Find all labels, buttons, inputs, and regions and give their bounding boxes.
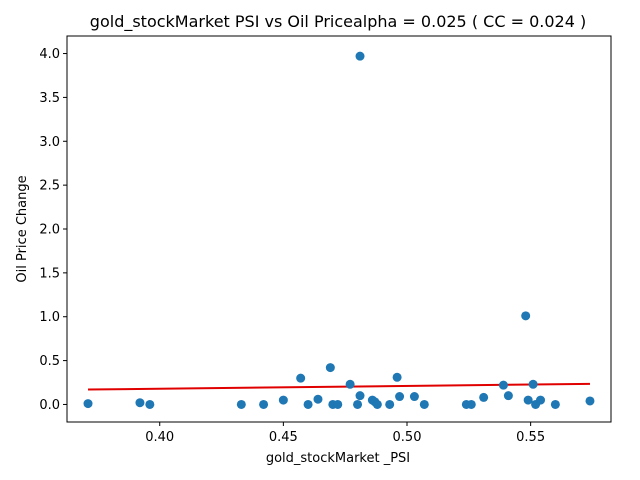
data-point <box>145 399 155 409</box>
chart-title: gold_stockMarket PSI vs Oil Pricealpha =… <box>90 12 586 32</box>
x-tick-label: 0.40 <box>145 430 174 445</box>
y-tick-label: 2.0 <box>39 223 60 238</box>
data-point <box>83 399 93 409</box>
data-point <box>479 392 489 402</box>
data-point <box>333 399 343 409</box>
data-point <box>135 398 145 408</box>
y-tick-label: 4.0 <box>39 47 60 62</box>
data-point <box>550 399 560 409</box>
data-point <box>466 399 476 409</box>
y-tick-label: 2.5 <box>39 179 60 194</box>
data-point <box>536 395 546 405</box>
data-point <box>278 395 288 405</box>
data-point <box>313 394 323 404</box>
data-point <box>355 391 365 401</box>
y-axis-ticks: 0.0 0.5 1.0 1.5 2.0 2.5 3.0 3.5 4.0 <box>39 47 67 413</box>
data-point <box>585 396 595 406</box>
data-points-layer <box>83 51 595 409</box>
data-point <box>528 379 538 389</box>
data-point <box>353 399 363 409</box>
data-point <box>395 392 405 402</box>
data-point <box>409 392 419 402</box>
y-tick-label: 1.5 <box>39 266 60 281</box>
x-tick-label: 0.50 <box>393 430 422 445</box>
x-tick-label: 0.45 <box>269 430 298 445</box>
data-point <box>236 399 246 409</box>
y-tick-label: 3.0 <box>39 135 60 150</box>
y-tick-label: 0.5 <box>39 354 60 369</box>
x-axis-ticks: 0.40 0.45 0.50 0.55 <box>145 422 545 445</box>
data-point <box>523 395 533 405</box>
data-point <box>503 391 513 401</box>
data-point <box>521 311 531 321</box>
data-point <box>419 399 429 409</box>
data-point <box>392 372 402 382</box>
data-point <box>259 399 269 409</box>
x-tick-label: 0.55 <box>516 430 545 445</box>
y-tick-label: 1.0 <box>39 310 60 325</box>
y-tick-label: 3.5 <box>39 91 60 106</box>
data-point <box>498 380 508 390</box>
data-point <box>345 379 355 389</box>
y-axis-label: Oil Price Change <box>15 175 30 282</box>
data-point <box>372 399 382 409</box>
x-axis-label: gold_stockMarket _PSI <box>266 451 410 466</box>
data-point <box>355 51 365 61</box>
data-point <box>385 399 395 409</box>
y-tick-label: 0.0 <box>39 398 60 413</box>
data-point <box>303 399 313 409</box>
data-point <box>296 373 306 383</box>
data-point <box>325 363 335 373</box>
